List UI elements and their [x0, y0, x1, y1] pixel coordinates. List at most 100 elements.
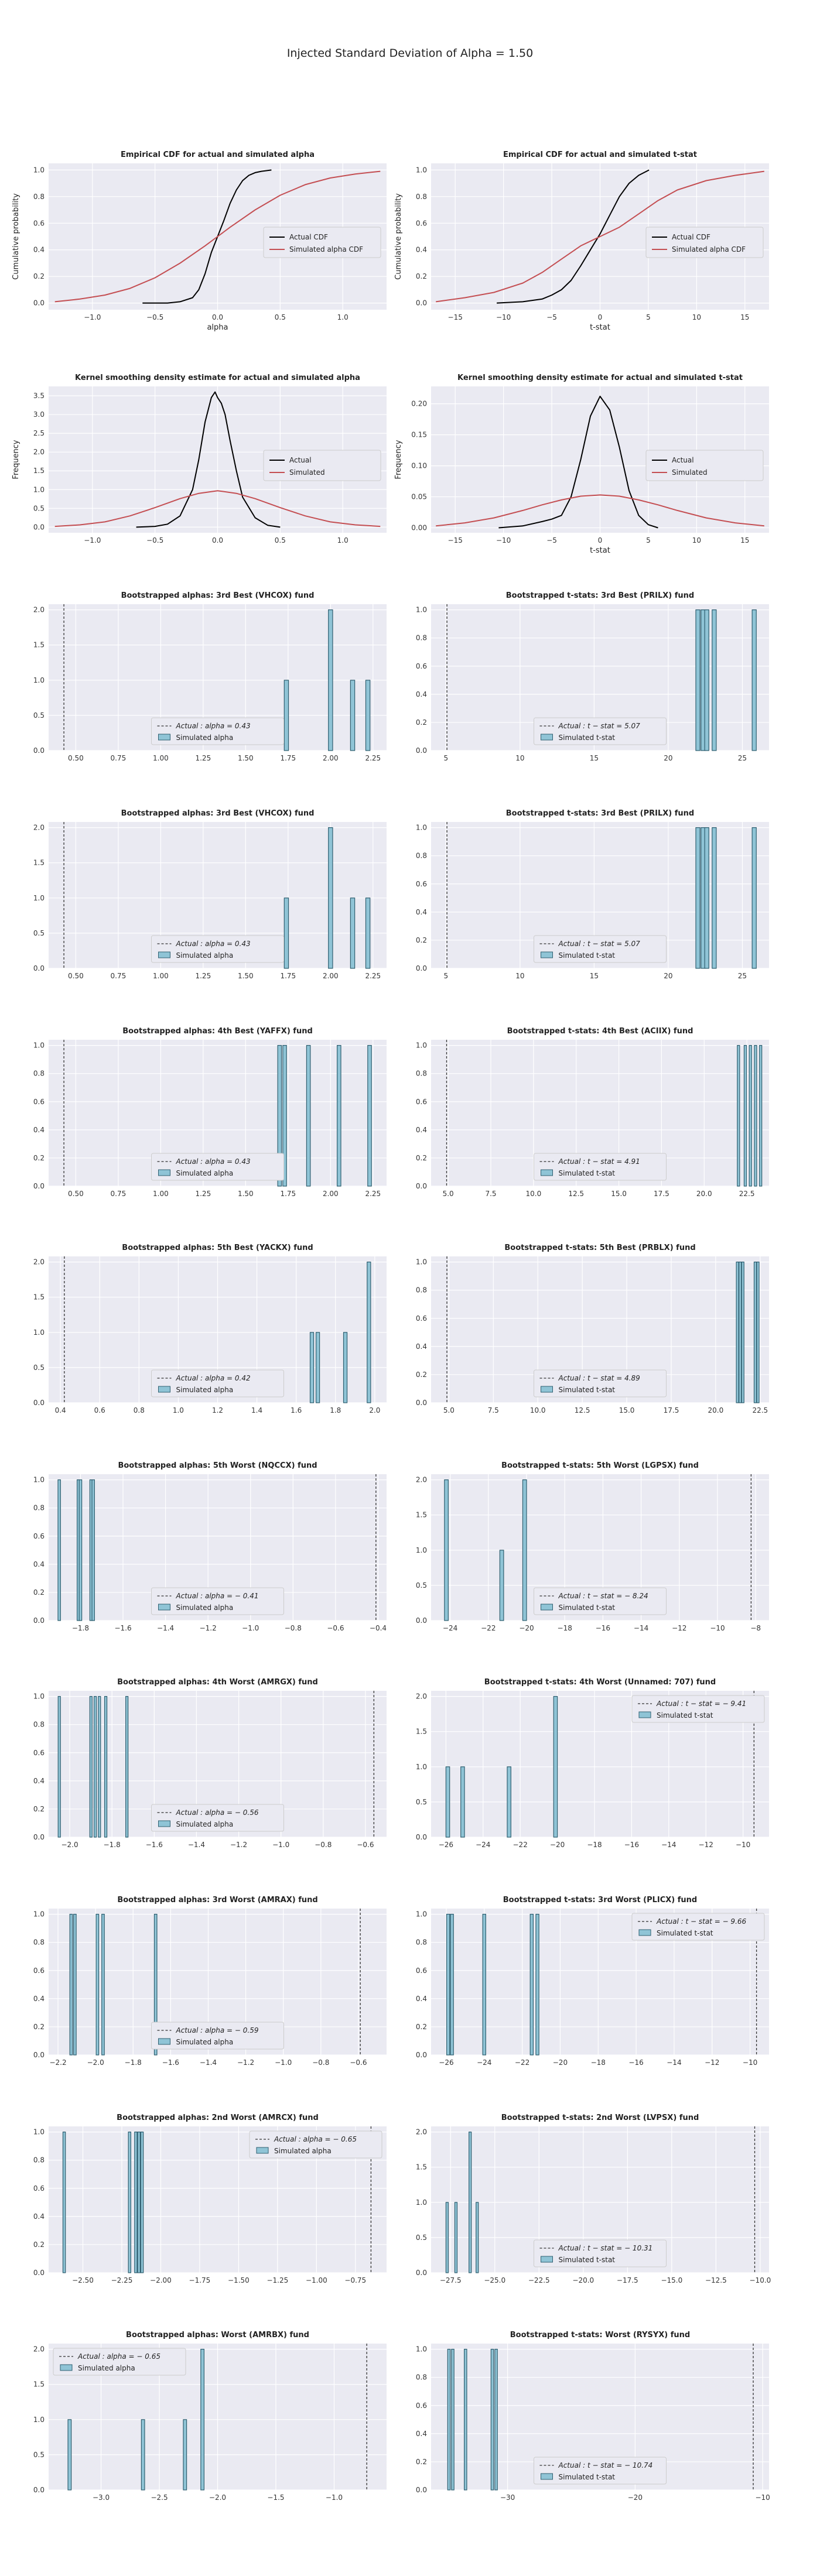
x-tick-label: −17.5	[617, 2276, 638, 2284]
x-tick-label: −16	[628, 2058, 643, 2067]
x-tick-label: −1.6	[114, 1624, 131, 1632]
y-tick-label: 2.0	[416, 2128, 427, 2136]
histogram-bar	[499, 1550, 504, 1621]
x-tick-label: 7.5	[488, 1406, 499, 1414]
y-tick-label: 0.0	[33, 2269, 45, 2277]
y-tick-label: 0.6	[416, 1098, 427, 1106]
x-tick-label: 17.5	[664, 1406, 679, 1414]
histogram-bar	[712, 609, 717, 751]
y-tick-label: 0.0	[416, 2486, 427, 2494]
legend-label: Actual : alpha = 0.43	[176, 940, 251, 948]
histogram-bar	[754, 1045, 757, 1187]
series-line-0	[497, 169, 650, 304]
x-tick-label: 2.00	[323, 972, 339, 980]
histogram-bar	[535, 1914, 539, 2056]
legend-swatch	[541, 1386, 553, 1393]
histogram-bar	[756, 1262, 760, 1403]
histogram-bar	[736, 1262, 739, 1403]
legend: Actual : t − stat = − 10.74 Simulated t-s…	[534, 2457, 667, 2485]
x-tick-label: 17.5	[654, 1190, 669, 1198]
chart-panel-6: Bootstrapped alphas: 3rd Best (VHCOX) fu…	[33, 809, 387, 980]
legend-box	[151, 935, 284, 963]
x-tick-label: −18	[591, 2058, 606, 2067]
histogram-bar	[125, 1696, 129, 1838]
y-tick-label: 1.0	[33, 1910, 45, 1919]
legend-swatch	[158, 1820, 170, 1827]
histogram-bar	[367, 1262, 371, 1403]
chart-panel-5: Bootstrapped t-stats: 3rd Best (PRILX) f…	[416, 591, 769, 762]
histogram-bar	[73, 1914, 77, 2056]
legend-label: Simulated t-stat	[559, 1386, 616, 1394]
histogram-bar	[101, 1914, 105, 2056]
histogram-bar	[141, 2419, 145, 2491]
legend-label: Actual CDF	[289, 233, 328, 241]
y-tick-label: 0.4	[33, 1560, 45, 1568]
chart-title: Bootstrapped t-stats: Worst (RYSYX) fund	[510, 2331, 690, 2339]
legend: Actual : t − stat = 4.89 Simulated t-stat	[534, 1369, 667, 1397]
chart-title: Bootstrapped alphas: 4th Best (YAFFX) fu…	[122, 1027, 313, 1036]
legend: Actual : t − stat = 4.91 Simulated t-stat	[534, 1153, 667, 1181]
legend-label: Simulated alpha	[274, 2147, 332, 2155]
legend: Actual Simulated	[645, 450, 764, 481]
y-tick-label: 0.5	[416, 2234, 427, 2242]
chart-panel-16: Bootstrapped alphas: 3rd Worst (AMRAX) f…	[33, 1896, 387, 2067]
y-tick-label: 0.4	[416, 2430, 427, 2438]
chart-panel-10: Bootstrapped alphas: 5th Best (YACKX) fu…	[33, 1244, 387, 1414]
legend-swatch	[158, 1386, 170, 1393]
x-tick-label: −26	[439, 2058, 453, 2067]
legend-label: Simulated t-stat	[657, 1929, 713, 1937]
x-tick-label: −1.8	[104, 1841, 121, 1849]
chart-title: Bootstrapped t-stats: 3rd Best (PRILX) f…	[506, 591, 694, 600]
y-axis-label: Cumulative probability	[394, 193, 403, 280]
y-tick-label: 0.2	[33, 2241, 45, 2249]
legend-label: Actual : t − stat = − 8.24	[558, 1592, 648, 1600]
legend-label: Actual : t − stat = 5.07	[558, 940, 641, 948]
x-tick-label: 20	[664, 972, 672, 980]
y-tick-label: 0.0	[33, 746, 45, 755]
x-tick-label: 1.00	[153, 1190, 169, 1198]
x-tick-label: −0.6	[350, 2058, 367, 2067]
y-tick-label: 1.0	[416, 2345, 427, 2354]
legend-label: Simulated t-stat	[657, 1711, 713, 1719]
y-tick-label: 0.4	[416, 690, 427, 698]
x-tick-label: 1.50	[238, 972, 254, 980]
x-tick-label: 1.50	[238, 1190, 254, 1198]
y-tick-label: 0.0	[416, 2051, 427, 2059]
histogram-bar	[200, 2349, 205, 2491]
x-tick-label: 0.75	[111, 1190, 127, 1198]
x-tick-label: 15.0	[611, 1190, 627, 1198]
x-tick-label: −1.0	[84, 536, 101, 544]
histogram-bar	[494, 2349, 498, 2491]
x-tick-label: 12.5	[575, 1406, 590, 1414]
y-tick-label: 1.0	[416, 166, 427, 174]
y-tick-label: 0.00	[411, 524, 427, 532]
legend-label: Actual : alpha = − 0.59	[176, 2026, 259, 2034]
series-line-0	[142, 169, 272, 304]
x-tick-label: −12	[699, 1841, 713, 1849]
chart-title: Bootstrapped alphas: 3rd Best (VHCOX) fu…	[121, 809, 315, 818]
x-tick-label: −1.0	[272, 1841, 289, 1849]
y-tick-label: 0.6	[416, 2402, 427, 2410]
y-tick-label: 0.5	[33, 2451, 45, 2459]
y-tick-label: 0.15	[411, 431, 427, 439]
y-tick-label: 0.8	[33, 1721, 45, 1729]
chart-title: Kernel smoothing density estimate for ac…	[457, 374, 743, 382]
y-tick-label: 1.0	[33, 1328, 45, 1337]
legend-label: Actual : alpha = − 0.56	[176, 1808, 259, 1817]
x-tick-label: −25.0	[484, 2276, 505, 2284]
y-tick-label: 0.5	[33, 711, 45, 720]
x-tick-label: −22	[515, 2058, 529, 2067]
chart-panel-15: Bootstrapped t-stats: 4th Worst (Unnamed…	[416, 1678, 769, 1849]
y-tick-label: 1.5	[33, 641, 45, 649]
legend-label: Actual : alpha = 0.43	[176, 1157, 251, 1166]
x-tick-label: 15	[590, 972, 599, 980]
y-tick-label: 0.6	[33, 2184, 45, 2193]
x-tick-label: −1.75	[189, 2276, 211, 2284]
chart-title: Bootstrapped t-stats: 5th Best (PRBLX) f…	[504, 1244, 695, 1252]
histogram-bar	[309, 1332, 315, 1403]
histogram-bar	[350, 680, 356, 751]
y-tick-label: 0.0	[416, 1182, 427, 1190]
legend-label: Actual : t − stat = − 10.31	[558, 2244, 653, 2252]
chart-title: Bootstrapped alphas: 2nd Worst (AMRCX) f…	[117, 2113, 319, 2122]
x-tick-label: −1.8	[72, 1624, 89, 1632]
